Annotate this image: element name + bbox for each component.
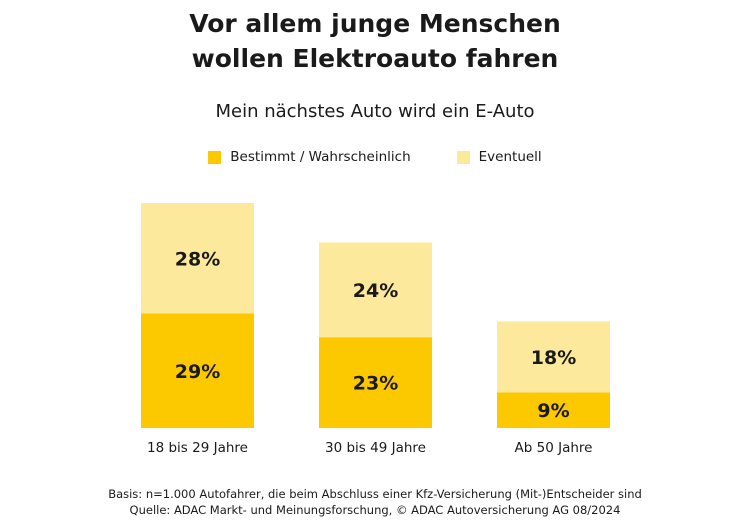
legend: Bestimmt / Wahrscheinlich Eventuell — [0, 149, 750, 165]
category-label: 30 bis 49 Jahre — [325, 440, 426, 456]
bar-bestimmt — [141, 313, 254, 428]
data-label: 9% — [537, 400, 569, 422]
legend-swatch — [208, 150, 222, 164]
data-label: 29% — [175, 361, 220, 383]
chart-subtitle: Mein nächstes Auto wird ein E-Auto — [215, 101, 535, 122]
legend-item-bestimmt: Bestimmt / Wahrscheinlich — [208, 149, 411, 165]
legend-item-eventuell: Eventuell — [456, 149, 542, 165]
title-line-1: Vor allem junge Menschen — [189, 9, 561, 38]
data-label: 18% — [531, 347, 576, 369]
bar-eventuell — [497, 321, 610, 393]
bar-bestimmt — [497, 392, 610, 428]
legend-swatch — [456, 150, 470, 164]
bar-bestimmt — [319, 337, 432, 428]
legend-label: Eventuell — [478, 149, 542, 165]
title-line-2: wollen Elektroauto fahren — [191, 44, 559, 73]
data-label: 28% — [175, 248, 220, 270]
bar-eventuell — [141, 203, 254, 314]
data-label: 23% — [353, 373, 398, 395]
bar-plot: 29% 28% 18 bis 29 Jahre 23% 24% 30 bis 49 Jah… — [141, 203, 610, 456]
category-label: Ab 50 Jahre — [515, 440, 593, 456]
category-label: 18 bis 29 Jahre — [147, 440, 248, 456]
data-label: 24% — [353, 280, 398, 302]
footer-source: Quelle: ADAC Markt- und Meinungsforschun… — [129, 503, 621, 517]
chart-title: Vor allem junge Menschen wollen Elektroa… — [0, 6, 750, 76]
footer: Basis: n=1.000 Autofahrer, die beim Absc… — [0, 486, 750, 518]
footer-basis: Basis: n=1.000 Autofahrer, die beim Absc… — [108, 487, 642, 501]
bar-eventuell — [319, 242, 432, 338]
legend-label: Bestimmt / Wahrscheinlich — [230, 149, 411, 165]
